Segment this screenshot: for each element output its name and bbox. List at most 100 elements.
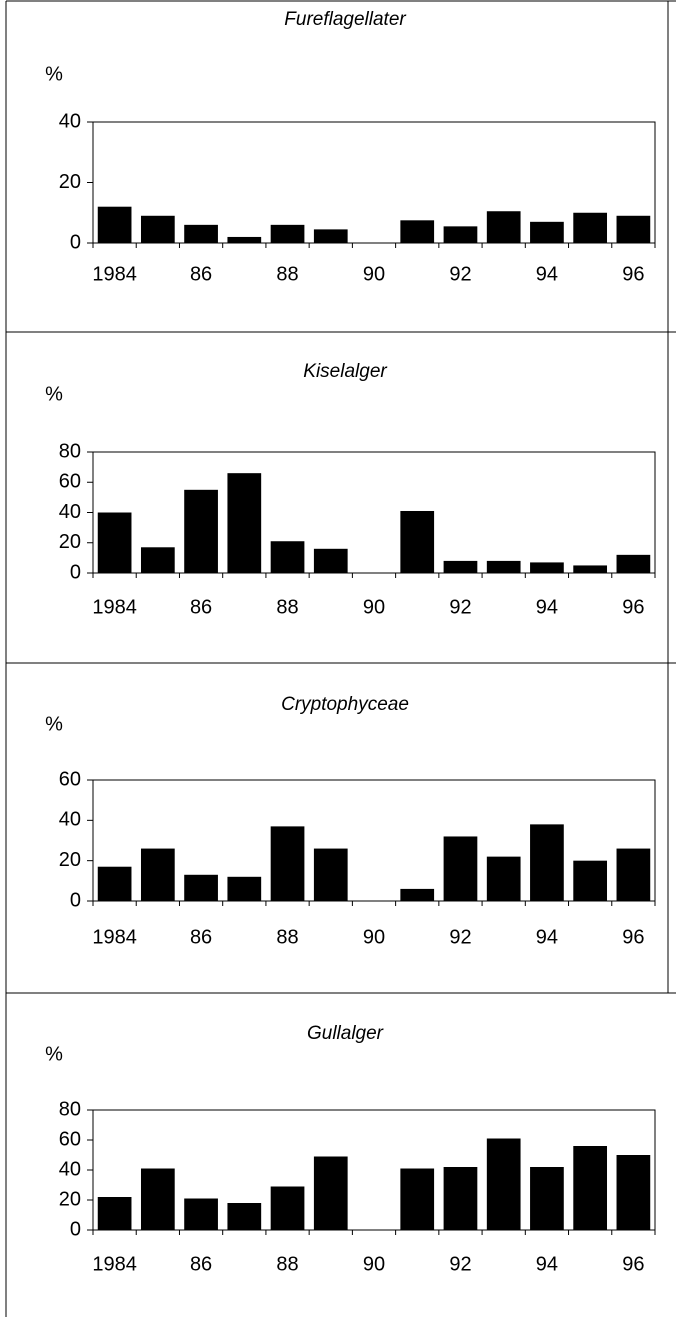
x-tick-label: 94 [536,926,558,948]
chart-title: Kiselalger [303,361,387,382]
y-tick-label: 40 [59,110,81,132]
y-tick-label: 20 [59,171,81,193]
y-axis-label: % [45,383,63,405]
x-tick-label: 92 [449,1253,471,1275]
x-tick-label: 1984 [92,926,137,948]
bar [313,548,348,573]
y-axis-label: % [45,63,63,85]
bar [97,206,132,243]
x-tick-label: 94 [536,596,558,618]
bar [530,824,564,901]
y-tick-label: 80 [59,440,81,462]
bar [400,220,435,243]
y-tick-label: 40 [59,501,81,523]
bar [184,1198,218,1230]
x-tick-label: 96 [622,263,644,285]
x-tick-label: 90 [363,1253,385,1275]
bar [140,1168,175,1230]
bar [313,1156,348,1230]
y-tick-label: 20 [59,849,81,871]
bar [313,848,348,901]
y-tick-label: 60 [59,768,81,790]
bar [227,473,262,573]
bar [97,512,132,573]
plot-frame [92,1109,656,1231]
bar [184,224,218,243]
bar [573,565,608,573]
y-tick-label: 40 [59,809,81,831]
bar [184,489,218,573]
bar [486,1138,521,1230]
x-tick-label: 86 [190,1253,212,1275]
bar [400,510,435,573]
bar [97,1197,132,1230]
bar [443,836,478,901]
bar [616,554,651,573]
x-tick-label: 88 [276,596,298,618]
chart-title: Cryptophyceae [281,694,409,715]
y-tick-label: 60 [59,1128,81,1150]
bar [270,1186,305,1230]
bar [400,1168,435,1230]
bar [227,876,262,901]
bar [486,211,521,243]
bar [530,221,564,243]
x-tick-label: 86 [190,263,212,285]
bar [616,215,651,243]
x-tick-label: 90 [363,596,385,618]
bar [270,826,305,901]
x-tick-label: 96 [622,596,644,618]
bar [140,215,175,243]
plot-frame [92,121,656,244]
bar [270,541,305,573]
x-tick-label: 88 [276,926,298,948]
plot-frame [92,779,656,902]
y-tick-label: 20 [59,531,81,553]
bar [573,212,608,243]
x-tick-label: 94 [536,1253,558,1275]
x-tick-label: 92 [449,926,471,948]
x-tick-label: 92 [449,596,471,618]
bar [616,1155,651,1230]
bar [530,1167,564,1230]
x-tick-label: 1984 [92,596,137,618]
bar [227,236,262,243]
chart-title: Gullalger [307,1023,384,1044]
y-tick-label: 20 [59,1188,81,1210]
y-tick-label: 0 [70,889,81,911]
x-tick-label: 1984 [92,263,137,285]
bar [443,226,478,243]
x-tick-label: 96 [622,926,644,948]
y-tick-label: 0 [70,561,81,583]
x-tick-label: 92 [449,263,471,285]
y-tick-label: 80 [59,1098,81,1120]
bar [573,1146,608,1230]
y-axis-label: % [45,1043,63,1065]
x-tick-label: 96 [622,1253,644,1275]
bar [443,1167,478,1230]
bar [270,224,305,243]
x-tick-label: 86 [190,596,212,618]
x-tick-label: 90 [363,263,385,285]
bar [140,848,175,901]
bar [486,560,521,573]
bar [530,562,564,573]
bar [616,848,651,901]
bar [140,547,175,573]
bar [400,888,435,901]
bar [573,860,608,901]
chart-title: Fureflagellater [284,9,406,30]
x-tick-label: 1984 [92,1253,137,1275]
bar [184,874,218,901]
x-tick-label: 90 [363,926,385,948]
bar [313,229,348,243]
y-tick-label: 0 [70,1218,81,1240]
x-tick-label: 88 [276,1253,298,1275]
x-tick-label: 86 [190,926,212,948]
y-tick-label: 60 [59,471,81,493]
plot-frame [92,451,656,574]
y-tick-label: 0 [70,231,81,253]
bar [443,560,478,573]
